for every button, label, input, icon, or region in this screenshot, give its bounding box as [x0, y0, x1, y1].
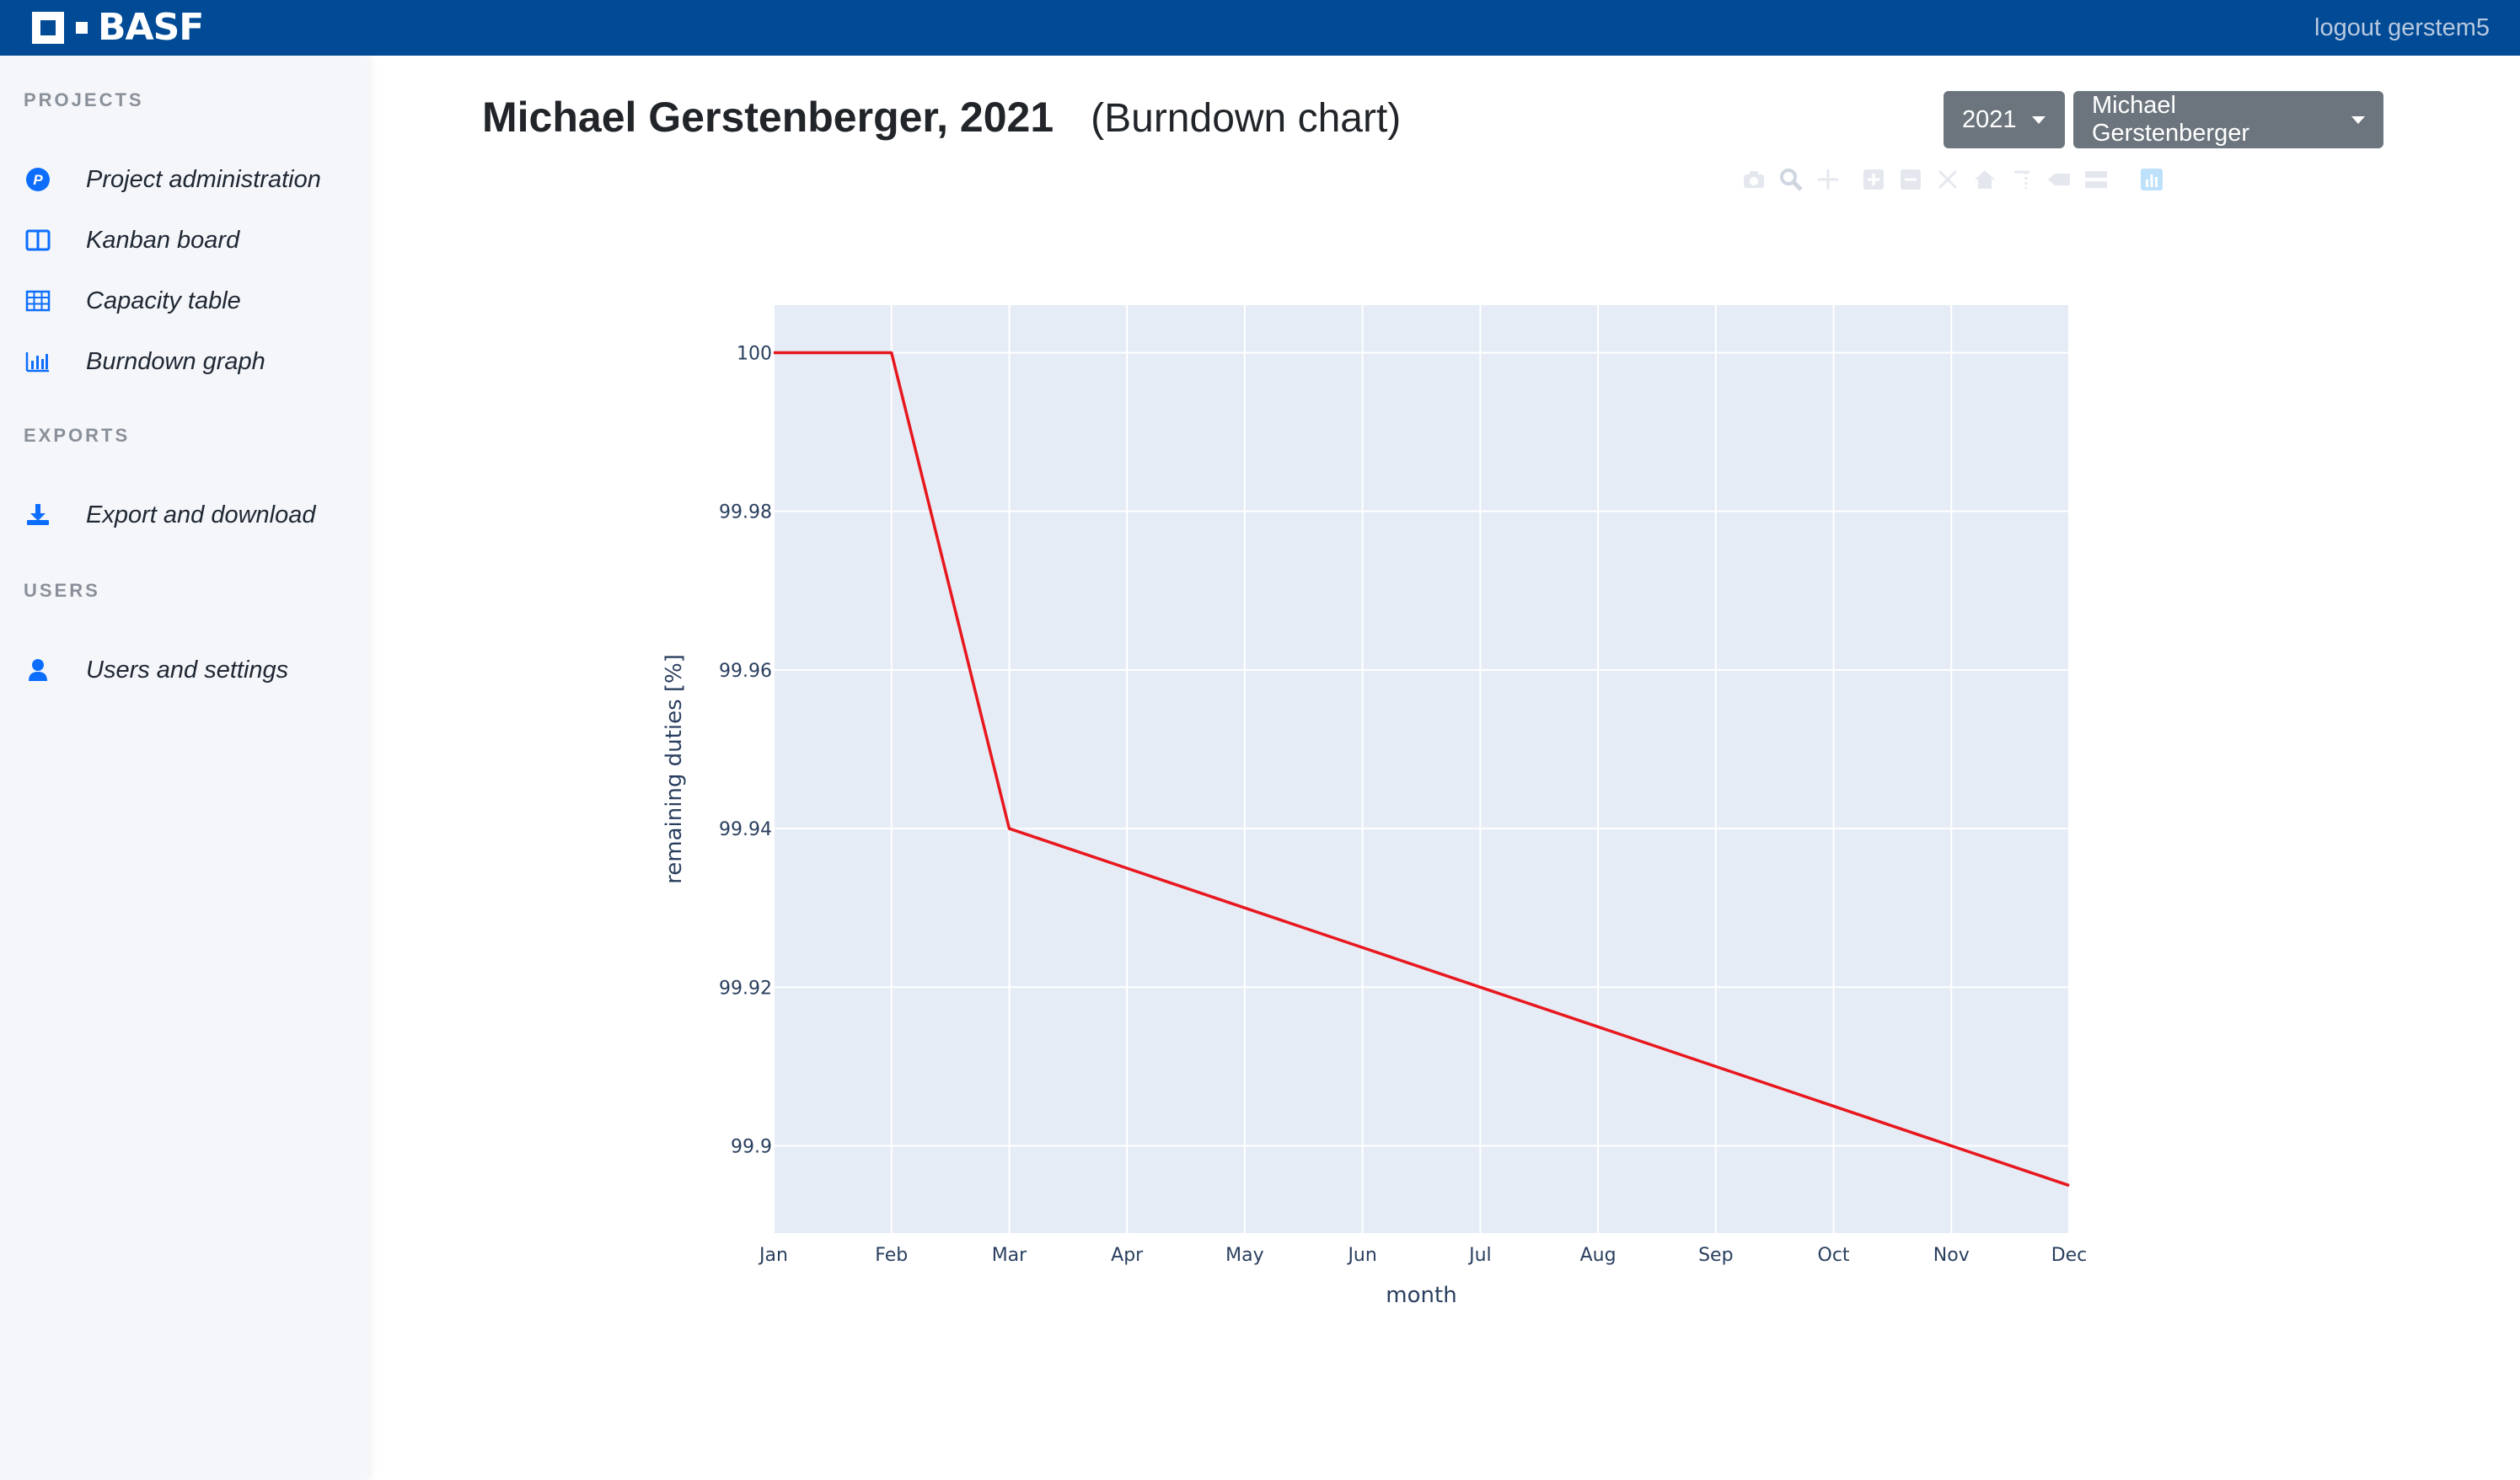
logout-link[interactable]: logout gerstem5 [2314, 14, 2490, 41]
camera-icon[interactable] [1741, 167, 1767, 192]
chevron-down-icon [2031, 115, 2045, 124]
top-navbar: BASF logout gerstem5 [0, 0, 2520, 56]
x-tick-label: Apr [1111, 1245, 1144, 1266]
x-tick-label: Dec [2051, 1245, 2088, 1266]
zoom-icon[interactable] [1778, 167, 1804, 192]
page-title-subtitle: (Burndown chart) [1091, 96, 1402, 141]
page-title-name: Michael Gerstenberger, 2021 [482, 94, 1054, 141]
sidebar-heading-projects: PROJECTS [24, 89, 144, 110]
sidebar-item-label: Kanban board [86, 226, 240, 254]
sidebar-heading-users: USERS [24, 580, 100, 601]
sidebar-item-export-and-download[interactable]: Export and download [24, 492, 361, 538]
chart-modebar [1741, 165, 2176, 194]
spike-lines-icon[interactable] [2009, 167, 2035, 192]
user-icon [24, 656, 52, 684]
plot-area [774, 305, 2069, 1233]
sidebar-item-kanban-board[interactable]: Kanban board [24, 217, 361, 263]
hover-closest-icon[interactable] [2046, 167, 2072, 192]
year-dropdown[interactable]: 2021 [1944, 91, 2065, 148]
sidebar-item-project-administration[interactable]: P Project administration [24, 157, 361, 202]
x-tick-label: May [1225, 1245, 1263, 1266]
chevron-down-icon [2351, 115, 2365, 124]
year-dropdown-label: 2021 [1962, 105, 2017, 133]
y-tick-label: 100 [737, 343, 772, 364]
zoom-in-icon[interactable] [1861, 167, 1886, 192]
sidebar-item-burndown-graph[interactable]: Burndown graph [24, 339, 361, 384]
y-tick-label: 99.98 [719, 502, 772, 523]
x-tick-label: Jul [1467, 1245, 1492, 1266]
sidebar-item-label: Project administration [86, 165, 321, 193]
bar-chart-icon [24, 347, 52, 376]
x-tick-label: Sep [1698, 1245, 1733, 1266]
x-tick-label: Jun [1346, 1245, 1376, 1266]
x-tick-label: Jan [758, 1245, 788, 1266]
y-tick-label: 99.9 [731, 1136, 772, 1157]
y-tick-label: 99.92 [719, 978, 772, 999]
x-tick-label: Feb [875, 1245, 908, 1266]
sidebar-item-label: Capacity table [86, 287, 241, 314]
x-tick-label: Nov [1933, 1245, 1970, 1266]
y-tick-label: 99.96 [719, 661, 772, 682]
autoscale-icon[interactable] [1935, 167, 1960, 192]
x-tick-label: Oct [1818, 1245, 1850, 1266]
sidebar: PROJECTS P Project administration Kanban… [0, 56, 367, 1480]
basf-logo[interactable]: BASF [32, 3, 204, 52]
user-dropdown-label: Michael Gerstenberger [2092, 92, 2249, 147]
x-axis-label: month [1386, 1283, 1456, 1308]
sidebar-item-capacity-table[interactable]: Capacity table [24, 278, 361, 324]
series-line [774, 351, 2070, 1188]
page-title: Michael Gerstenberger, 2021 (Burndown ch… [482, 93, 1401, 147]
table-grid-icon [24, 287, 52, 315]
kanban-columns-icon [24, 226, 52, 255]
sidebar-heading-exports: EXPORTS [24, 425, 131, 446]
reset-axes-icon[interactable] [1972, 167, 1997, 192]
project-p-icon: P [24, 165, 52, 194]
y-axis-label: remaining duties [%] [662, 654, 687, 884]
svg-text:P: P [33, 172, 43, 188]
sidebar-item-label: Users and settings [86, 656, 289, 684]
sidebar-item-label: Export and download [86, 501, 316, 528]
download-icon [24, 501, 52, 529]
logo-dot-icon [76, 22, 88, 34]
user-dropdown[interactable]: Michael Gerstenberger [2073, 91, 2383, 148]
logo-text: BASF [98, 6, 204, 49]
sidebar-item-users-and-settings[interactable]: Users and settings [24, 647, 361, 693]
plotly-logo-icon[interactable] [2139, 167, 2164, 192]
hover-compare-icon[interactable] [2083, 167, 2109, 192]
logo-square-icon [32, 12, 64, 44]
x-tick-label: Aug [1580, 1245, 1617, 1266]
y-tick-label: 99.94 [719, 819, 772, 840]
pan-icon[interactable] [1815, 167, 1841, 192]
sidebar-item-label: Burndown graph [86, 347, 265, 375]
zoom-out-icon[interactable] [1898, 167, 1923, 192]
x-tick-label: Mar [992, 1245, 1027, 1266]
